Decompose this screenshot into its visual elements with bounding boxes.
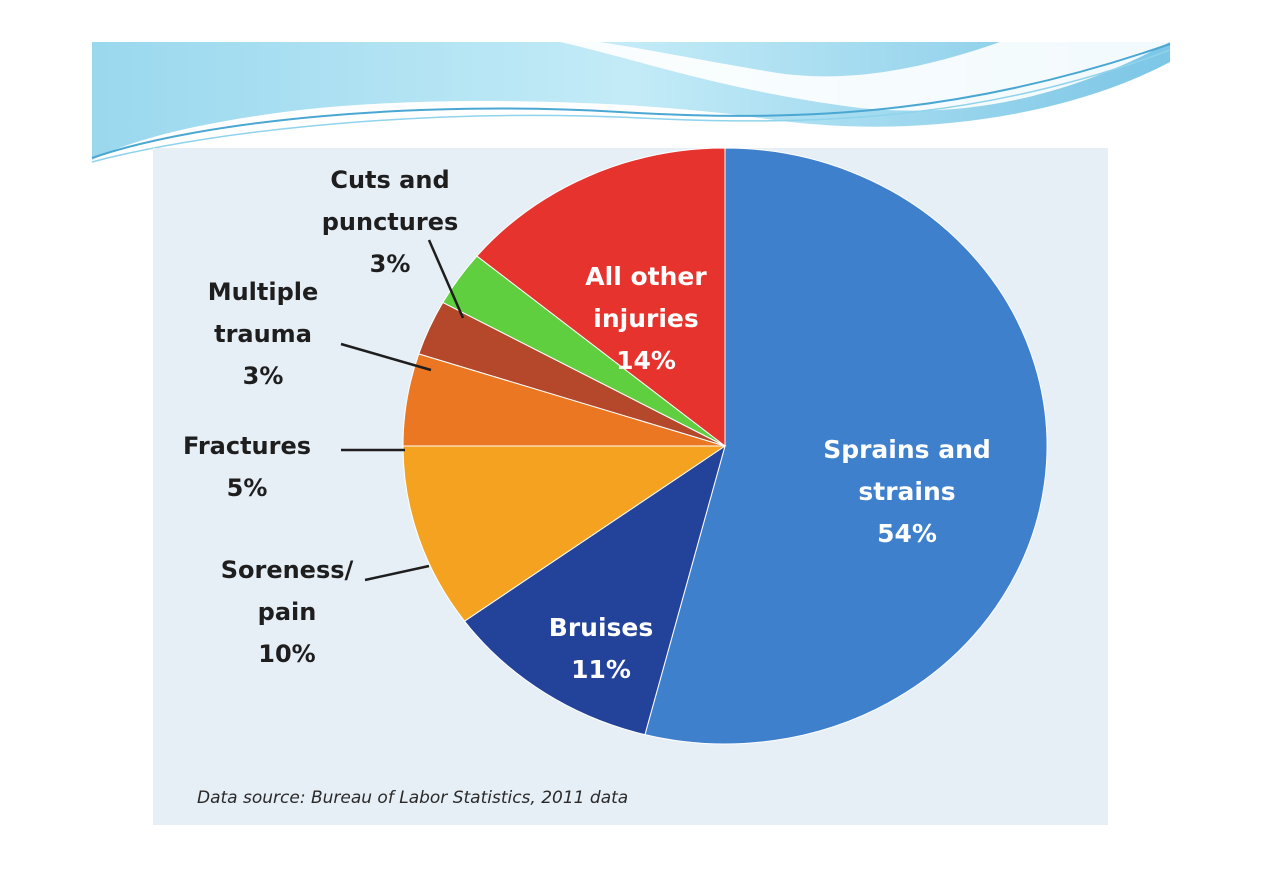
slice-label-line: 3% bbox=[243, 362, 284, 390]
leader-line-5 bbox=[427, 239, 465, 319]
slice-label-line: Cuts and bbox=[330, 166, 449, 194]
slice-label-line: Soreness/ bbox=[221, 556, 354, 584]
slice-label-line: Bruises bbox=[549, 613, 653, 642]
slice-label-line: Sprains and bbox=[823, 435, 991, 464]
slice-label-1: Bruises 11% bbox=[549, 613, 653, 684]
slice-label-6: All other injuries 14% bbox=[585, 262, 707, 375]
pie-slice-2 bbox=[402, 445, 727, 622]
slice-label-2: Soreness/pain 10% bbox=[221, 556, 354, 668]
slice-label-line: All other bbox=[585, 262, 707, 291]
slice-label-line: 5% bbox=[227, 474, 268, 502]
header-wave-line bbox=[91, 43, 1171, 159]
slice-label-line: punctures bbox=[322, 208, 459, 236]
slice-labels: Sprains and strains 54% Bruises 11% Soreness/… bbox=[183, 166, 991, 684]
slice-label-line: strains bbox=[858, 477, 955, 506]
slice-label-3: Fractures 5% bbox=[183, 432, 311, 502]
data-source-org: Bureau of Labor Statistics, bbox=[310, 788, 536, 808]
pie-slices bbox=[402, 148, 1048, 745]
slice-label-line: 14% bbox=[616, 346, 676, 375]
header-wave-line-2 bbox=[91, 49, 1171, 163]
leader-lines bbox=[340, 239, 465, 582]
slice-label-line: Fractures bbox=[183, 432, 311, 460]
slice-label-line: 3% bbox=[370, 250, 411, 278]
data-source-prefix: Data source: bbox=[197, 788, 311, 808]
header-banner bbox=[91, 42, 1171, 163]
slice-label-5: Cuts and punctures 3% bbox=[322, 166, 459, 278]
leader-line-2 bbox=[364, 564, 430, 582]
slice-label-line: 11% bbox=[571, 655, 631, 684]
slice-label-0: Sprains and strains 54% bbox=[823, 435, 991, 548]
slice-label-line: Multiple bbox=[208, 278, 319, 306]
slice-label-line: 10% bbox=[258, 640, 315, 668]
pie-slice-6 bbox=[476, 148, 726, 448]
chart-panel: Sprains and strains 54% Bruises 11% Soreness/… bbox=[153, 148, 1108, 825]
pie-slice-0 bbox=[644, 148, 1048, 745]
pie-chart: Sprains and strains 54% Bruises 11% Soreness/… bbox=[183, 148, 1048, 745]
slice-label-line: injuries bbox=[593, 304, 698, 333]
data-source-year: 2011 data bbox=[541, 788, 629, 808]
data-source-note: Data source: Bureau of Labor Statistics,… bbox=[197, 788, 628, 808]
leader-line-4 bbox=[340, 342, 432, 372]
pie-slice-1 bbox=[463, 444, 726, 736]
header-wave-white bbox=[560, 42, 1170, 111]
slice-label-4: Multiple trauma 3% bbox=[208, 278, 319, 390]
slice-label-line: trauma bbox=[214, 320, 312, 348]
slice-label-line: 54% bbox=[877, 519, 937, 548]
slice-label-line: pain bbox=[258, 598, 317, 626]
